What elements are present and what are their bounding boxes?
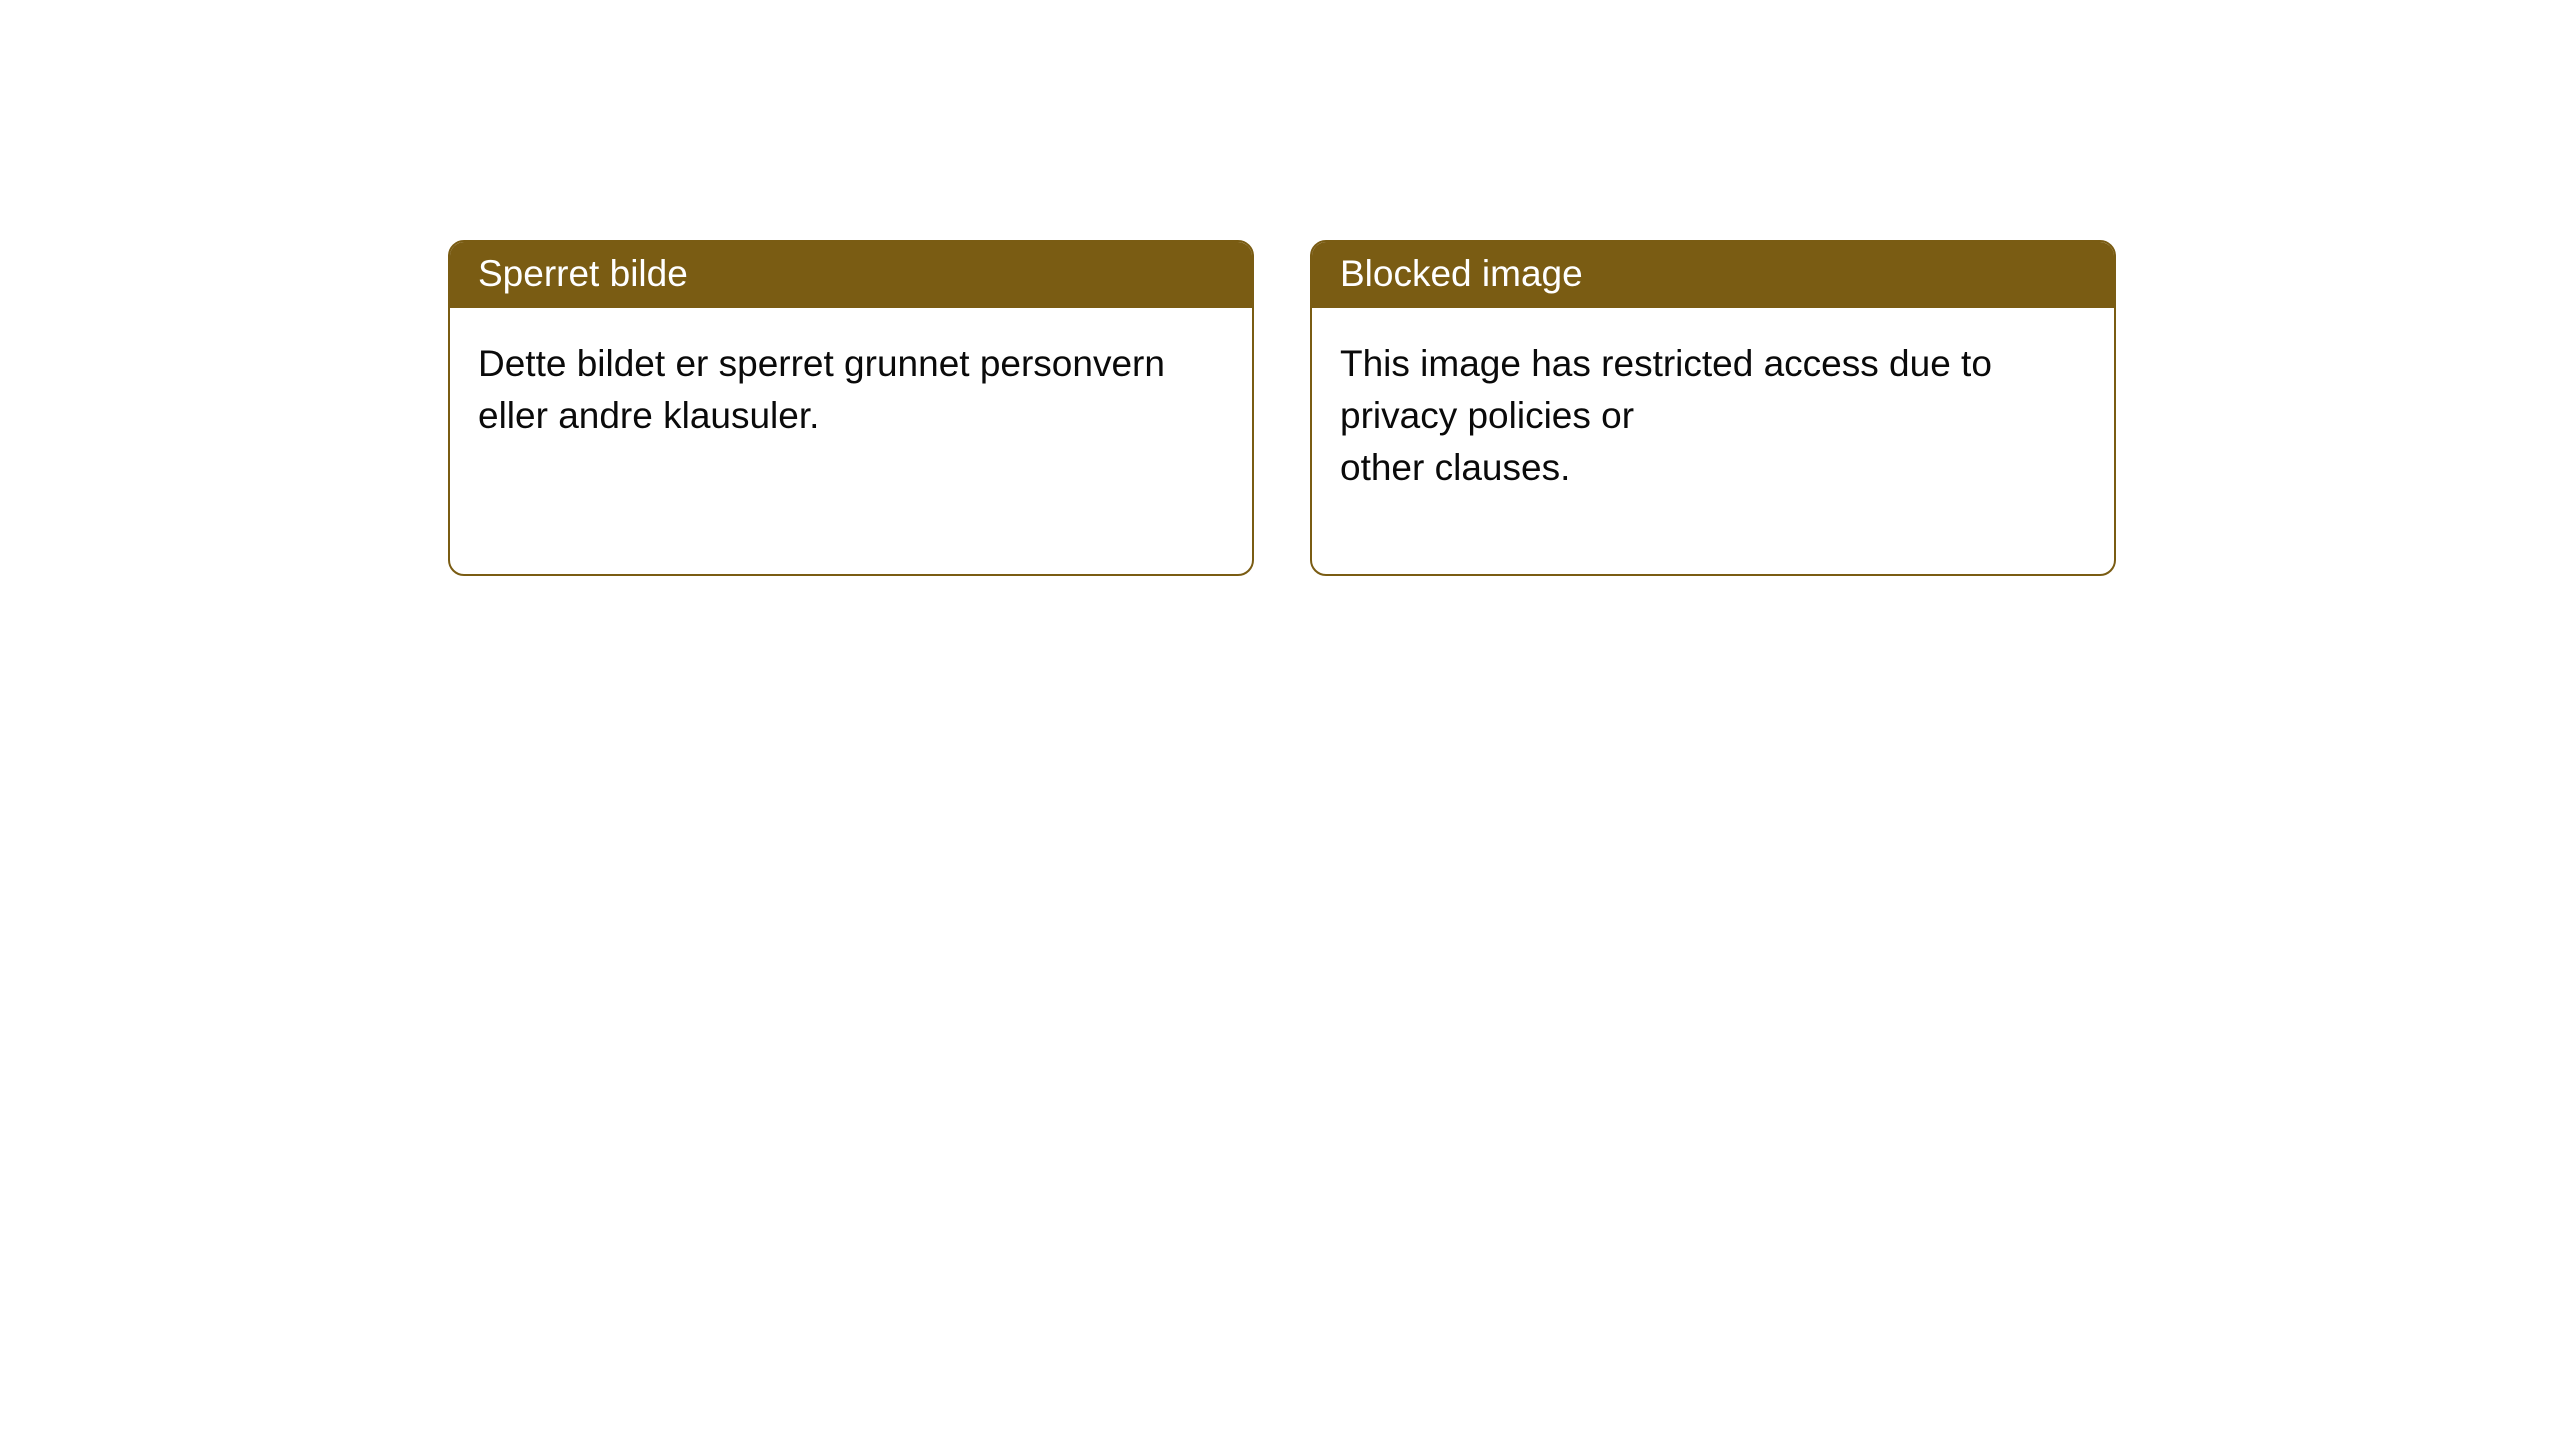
card-header: Blocked image	[1312, 242, 2114, 308]
notice-container: Sperret bilde Dette bildet er sperret gr…	[0, 0, 2560, 576]
blocked-image-card-no: Sperret bilde Dette bildet er sperret gr…	[448, 240, 1254, 576]
card-body: This image has restricted access due to …	[1312, 308, 2114, 523]
card-header: Sperret bilde	[450, 242, 1252, 308]
card-body: Dette bildet er sperret grunnet personve…	[450, 308, 1252, 472]
blocked-image-card-en: Blocked image This image has restricted …	[1310, 240, 2116, 576]
